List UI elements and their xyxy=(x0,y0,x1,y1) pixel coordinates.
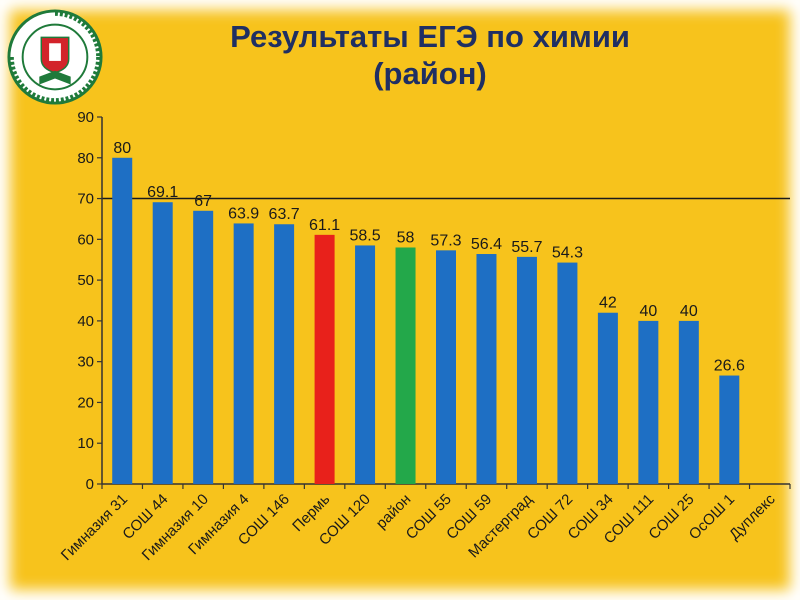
bar xyxy=(274,224,295,485)
bar xyxy=(557,262,578,484)
bar xyxy=(719,375,740,484)
bar-value-label: 40 xyxy=(639,303,657,320)
x-tick-label: Гимназия 31 xyxy=(58,491,131,564)
bar-value-label: 63.7 xyxy=(269,206,300,223)
bar xyxy=(436,250,456,484)
bar-value-label: 26.6 xyxy=(714,358,745,375)
bar-value-label: 57.3 xyxy=(430,232,461,249)
y-tick-label: 30 xyxy=(77,354,94,371)
title-line-1: Результаты ЕГЭ по химии xyxy=(230,19,630,54)
bar-value-label: 55.7 xyxy=(511,239,542,256)
bar xyxy=(476,254,497,484)
bar xyxy=(395,247,416,484)
bar xyxy=(152,202,173,484)
y-tick-label: 40 xyxy=(77,313,94,330)
y-tick-label: 70 xyxy=(77,191,94,208)
bar-value-label: 61.1 xyxy=(309,217,340,234)
y-tick-label: 60 xyxy=(77,231,94,248)
bar-value-label: 69.1 xyxy=(147,184,178,201)
bar-value-label: 58.5 xyxy=(349,227,380,244)
y-tick-label: 20 xyxy=(77,394,94,411)
bar-value-label: 54.3 xyxy=(552,245,583,262)
page-title: Результаты ЕГЭ по химии (район) xyxy=(150,18,710,92)
department-emblem xyxy=(7,9,103,105)
y-tick-label: 90 xyxy=(77,109,94,126)
title-line-2: (район) xyxy=(373,56,487,91)
bar-value-label: 63.9 xyxy=(228,205,259,222)
bar-value-label: 42 xyxy=(599,295,617,312)
bar-value-label: 67 xyxy=(194,193,212,210)
y-tick-label: 0 xyxy=(86,476,94,493)
bar xyxy=(638,320,659,484)
bar xyxy=(516,256,537,484)
bar xyxy=(314,234,335,484)
y-tick-label: 50 xyxy=(77,272,94,289)
bar-value-label: 56.4 xyxy=(471,236,502,253)
bar-value-label: 40 xyxy=(680,303,698,320)
x-tick-label: Дуплекс xyxy=(726,490,779,543)
bar xyxy=(112,157,133,484)
y-tick-label: 80 xyxy=(77,150,94,167)
bar xyxy=(233,223,254,484)
bar-value-label: 80 xyxy=(113,140,131,157)
bar xyxy=(678,320,699,484)
bar-value-label: 58 xyxy=(397,229,415,246)
bar xyxy=(355,245,376,484)
bar xyxy=(597,312,618,484)
y-tick-label: 10 xyxy=(77,435,94,452)
bar xyxy=(193,210,214,485)
